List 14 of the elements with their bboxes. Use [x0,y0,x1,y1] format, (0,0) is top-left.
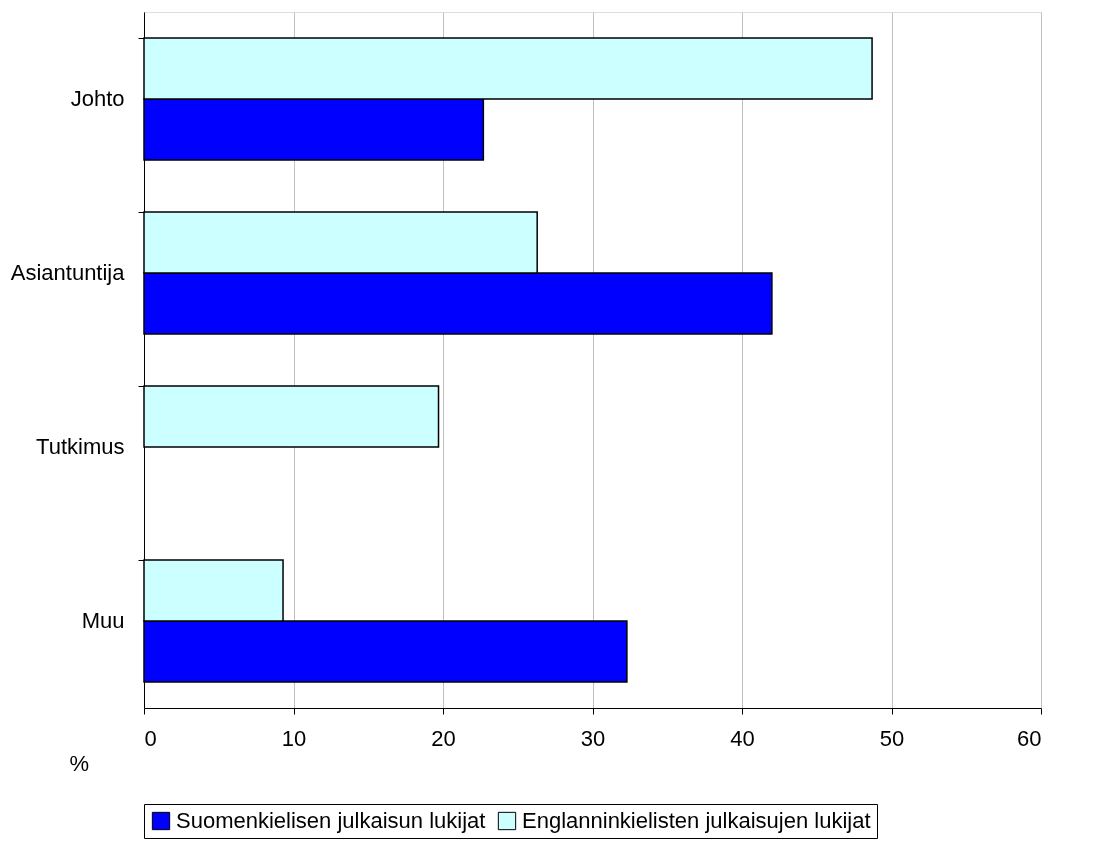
x-tick-label: 40 [730,725,755,751]
y-tick-label: Muu [81,608,125,633]
legend-label: Englanninkielisten julkaisujen lukijat [522,808,871,833]
x-tick-label: 20 [431,725,456,751]
y-tick-label: Tutkimus [36,434,125,459]
x-tick-label: 0 [144,725,157,751]
x-tick-label: 10 [281,725,307,751]
x-axis-title: % [69,750,90,776]
legend-label: Suomenkielisen julkaisun lukijat [176,808,486,833]
x-tick-label: 30 [580,725,606,751]
y-tick-label: Asiantuntija [10,260,126,285]
y-tick-label: Johto [70,86,125,111]
x-tick-label: 50 [879,725,905,751]
x-tick-label: 60 [1017,725,1042,751]
